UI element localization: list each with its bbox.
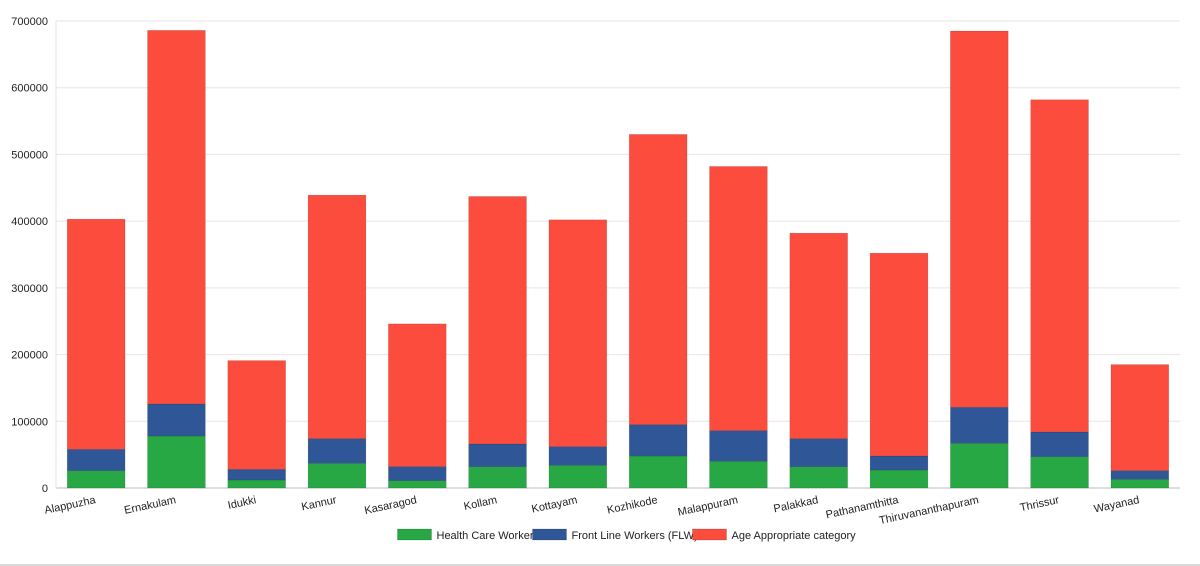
bar-segment-health-care-worker[interactable] (789, 466, 848, 489)
bottom-divider (0, 564, 1200, 566)
bar-segment-front-line-workers-flw[interactable] (628, 424, 688, 457)
bar-segment-health-care-worker[interactable] (227, 479, 286, 489)
bar-segment-health-care-worker[interactable] (66, 470, 126, 489)
bars (66, 30, 1170, 489)
x-tick-label: Malappuram (677, 494, 739, 518)
x-tick-label: Kollam (463, 494, 498, 513)
bar-segment-health-care-worker[interactable] (628, 455, 688, 489)
x-tick-label: Thrissur (1019, 494, 1061, 514)
legend: Health Care Worker Front Line Workers (FL… (397, 528, 857, 542)
bar-segment-health-care-worker[interactable] (307, 463, 367, 489)
bar-segment-age-appropriate-category[interactable] (548, 219, 608, 447)
bar-segment-age-appropriate-category[interactable] (1110, 364, 1170, 471)
x-tick-label: Wayanad (1093, 494, 1141, 515)
bar-segment-age-appropriate-category[interactable] (789, 232, 848, 439)
bar-segment-front-line-workers-flw[interactable] (388, 466, 447, 481)
bar-segment-age-appropriate-category[interactable] (468, 196, 527, 445)
legend-swatch (397, 528, 432, 541)
bar-segment-front-line-workers-flw[interactable] (1030, 431, 1089, 457)
legend-swatch (692, 528, 727, 541)
bar-segment-age-appropriate-category[interactable] (1030, 99, 1089, 433)
bar-segment-front-line-workers-flw[interactable] (66, 449, 126, 471)
x-tick-label: Kottayam (531, 494, 579, 515)
bar-segment-front-line-workers-flw[interactable] (307, 438, 367, 464)
x-tick-label: Kannur (300, 494, 338, 513)
bar-segment-front-line-workers-flw[interactable] (468, 443, 527, 467)
bar-segment-front-line-workers-flw[interactable] (227, 469, 286, 481)
bar-segment-health-care-worker[interactable] (147, 435, 206, 489)
x-tick-label: Kasaragod (363, 494, 418, 517)
x-tick-label: Ernakulam (123, 494, 177, 517)
bar-segment-front-line-workers-flw[interactable] (1110, 470, 1170, 480)
bar-segment-front-line-workers-flw[interactable] (869, 455, 929, 471)
y-tick-label: 200000 (11, 350, 48, 362)
bar-segment-age-appropriate-category[interactable] (147, 30, 206, 405)
bar-segment-health-care-worker[interactable] (869, 469, 929, 489)
bar-segment-health-care-worker[interactable] (468, 466, 527, 489)
bar-segment-age-appropriate-category[interactable] (307, 194, 367, 439)
y-tick-label: 400000 (11, 216, 48, 228)
y-axis-ticks: 0 100000 200000 300000 400000 500000 600000 700… (11, 16, 48, 495)
x-tick-label: Palakkad (773, 494, 820, 515)
bar-segment-age-appropriate-category[interactable] (227, 360, 286, 470)
y-tick-label: 700000 (11, 16, 48, 28)
legend-label: Age Appropriate category (732, 530, 857, 542)
bar-segment-health-care-worker[interactable] (950, 443, 1009, 489)
x-tick-label: Alappuzha (43, 494, 97, 517)
bar-segment-front-line-workers-flw[interactable] (548, 446, 608, 466)
x-tick-label: Kozhikode (606, 494, 659, 516)
bar-segment-front-line-workers-flw[interactable] (789, 438, 848, 467)
bar-segment-age-appropriate-category[interactable] (66, 218, 126, 450)
x-tick-label: Idukki (227, 494, 258, 512)
legend-label: Health Care Worker (437, 530, 534, 542)
legend-item[interactable]: Health Care Worker (397, 528, 534, 542)
bar-segment-age-appropriate-category[interactable] (388, 323, 447, 467)
bar-segment-front-line-workers-flw[interactable] (950, 406, 1009, 444)
bar-segment-age-appropriate-category[interactable] (950, 30, 1009, 408)
legend-swatch (532, 528, 567, 541)
y-tick-label: 600000 (11, 83, 48, 95)
y-tick-label: 100000 (11, 416, 48, 428)
bar-segment-age-appropriate-category[interactable] (628, 134, 688, 425)
bar-segment-front-line-workers-flw[interactable] (147, 403, 206, 437)
bar-segment-health-care-worker[interactable] (1030, 456, 1089, 489)
bar-segment-health-care-worker[interactable] (1110, 479, 1170, 489)
bar-segment-front-line-workers-flw[interactable] (709, 430, 768, 462)
legend-item[interactable]: Front Line Workers (FLW) (532, 528, 698, 542)
y-tick-label: 300000 (11, 283, 48, 295)
bar-segment-health-care-worker[interactable] (709, 461, 768, 489)
bar-segment-health-care-worker[interactable] (388, 480, 447, 489)
legend-label: Front Line Workers (FLW) (572, 530, 698, 542)
legend-item[interactable]: Age Appropriate category (692, 528, 857, 542)
bar-segment-health-care-worker[interactable] (548, 465, 608, 489)
grid-lines (55, 20, 1180, 489)
bar-segment-age-appropriate-category[interactable] (709, 166, 768, 431)
y-tick-label: 500000 (11, 149, 48, 161)
x-axis-ticks: Alappuzha Ernakulam Idukki Kannur Kasaragod K… (43, 494, 1140, 527)
bar-segment-age-appropriate-category[interactable] (869, 252, 929, 457)
y-tick-label: 0 (42, 483, 48, 495)
